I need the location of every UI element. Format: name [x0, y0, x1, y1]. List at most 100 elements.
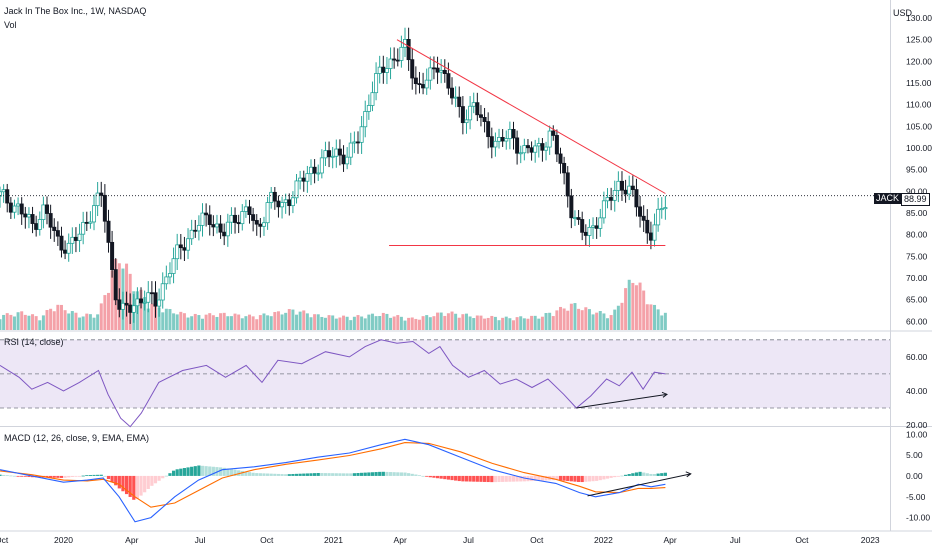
volume-bar — [399, 316, 403, 330]
time-tick-label: Apr — [125, 535, 138, 545]
candle-body — [287, 199, 292, 207]
volume-bar — [414, 318, 418, 330]
volume-bar — [229, 316, 233, 330]
price-tick-label: 80.00 — [906, 230, 928, 240]
price-tick-label: 65.00 — [906, 295, 928, 305]
volume-bar — [349, 320, 353, 330]
macd-histogram-bar — [255, 473, 259, 476]
macd-tick-label: -5.00 — [906, 492, 926, 502]
macd-histogram-bar — [468, 475, 472, 482]
rsi-label[interactable]: RSI (14, close) — [4, 337, 64, 347]
macd-histogram-bar — [363, 472, 367, 476]
candle-body — [149, 292, 154, 295]
macd-histogram-bar — [504, 475, 508, 482]
macd-histogram-bar — [446, 475, 451, 480]
candle-body — [399, 46, 404, 61]
candle-body — [572, 217, 577, 219]
macd-histogram-bar — [378, 471, 382, 476]
candle-body — [355, 141, 360, 144]
macd-histogram-bar — [631, 473, 635, 476]
volume-bar — [490, 315, 494, 330]
candle-body — [106, 220, 111, 243]
macd-histogram-bar — [229, 469, 234, 476]
macd-histogram-bar — [237, 470, 241, 476]
volume-bar — [417, 319, 421, 330]
volume-bar — [609, 315, 613, 330]
volume-bar — [620, 302, 624, 330]
volume-bar — [41, 315, 45, 330]
macd-histogram-bar — [186, 467, 190, 476]
macd-histogram-bar — [338, 473, 342, 476]
volume-bar — [428, 317, 432, 330]
candle-body — [471, 102, 476, 107]
candle-body — [77, 233, 82, 241]
candle-body — [34, 223, 39, 230]
volume-bar — [569, 303, 573, 330]
candle-body — [298, 177, 303, 182]
volume-bar — [450, 311, 454, 330]
volume-bar — [595, 312, 599, 330]
candle-body — [591, 225, 596, 228]
volume-bar — [446, 313, 450, 330]
volume-bar — [99, 303, 103, 330]
volume-label[interactable]: Vol — [4, 20, 17, 30]
volume-bar — [338, 317, 342, 330]
volume-bar — [316, 314, 320, 330]
candle-body — [337, 148, 342, 156]
candle-body — [19, 203, 24, 215]
macd-histogram-bar — [85, 475, 89, 476]
rsi-tick-label: 60.00 — [906, 352, 928, 362]
macd-histogram-bar — [623, 474, 628, 476]
macd-label[interactable]: MACD (12, 26, close, 9, EMA, EMA) — [4, 433, 150, 443]
macd-histogram-bar — [537, 475, 541, 481]
candle-body — [48, 213, 53, 228]
candle-body — [120, 302, 125, 310]
candle-body — [59, 235, 64, 251]
macd-histogram-bar — [88, 475, 93, 476]
candle-body — [551, 130, 556, 136]
rsi-line — [0, 339, 666, 428]
macd-histogram-bar — [490, 475, 494, 483]
macd-histogram-bar — [103, 475, 107, 477]
candle-body — [254, 220, 259, 225]
time-tick-label: Oct — [795, 535, 809, 545]
volume-bar — [327, 315, 331, 330]
volume-bar — [298, 311, 302, 330]
candle-body — [319, 157, 324, 174]
candle-body — [663, 207, 668, 210]
macd-histogram-bar — [399, 472, 403, 476]
candle-body — [580, 219, 585, 233]
volume-bar — [606, 318, 610, 330]
candle-body — [562, 162, 567, 174]
volume-bar — [70, 311, 74, 330]
symbol-title[interactable]: Jack In The Box Inc., 1W, NASDAQ — [4, 6, 147, 16]
volume-bar — [627, 279, 631, 330]
macd-histogram-bar — [602, 475, 606, 480]
candle-body — [164, 276, 169, 285]
candle-body — [630, 185, 635, 190]
volume-bar — [78, 317, 82, 330]
volume-bar — [161, 312, 165, 330]
rsi-pane — [0, 339, 890, 428]
volume-bar — [461, 314, 465, 330]
time-tick-label: Oct — [0, 535, 9, 545]
macd-histogram-bar — [345, 473, 349, 476]
macd-histogram-bar — [92, 474, 96, 476]
time-tick-label: 2021 — [324, 535, 343, 545]
macd-histogram-bar — [649, 473, 653, 476]
macd-histogram-bar — [544, 475, 548, 481]
macd-histogram-bar — [638, 471, 642, 476]
price-tick-label: 90.00 — [906, 186, 928, 196]
macd-histogram-bar — [164, 475, 168, 477]
volume-bar — [653, 304, 657, 330]
candle-body — [536, 143, 541, 147]
candle-body — [468, 105, 473, 121]
candle-body — [276, 200, 281, 208]
candle-body — [435, 67, 440, 73]
candle-body — [84, 221, 89, 224]
volume-bar — [374, 316, 378, 330]
macd-histogram-bar — [316, 473, 320, 476]
macd-histogram-bar — [407, 473, 411, 476]
volume-bar — [342, 315, 346, 330]
